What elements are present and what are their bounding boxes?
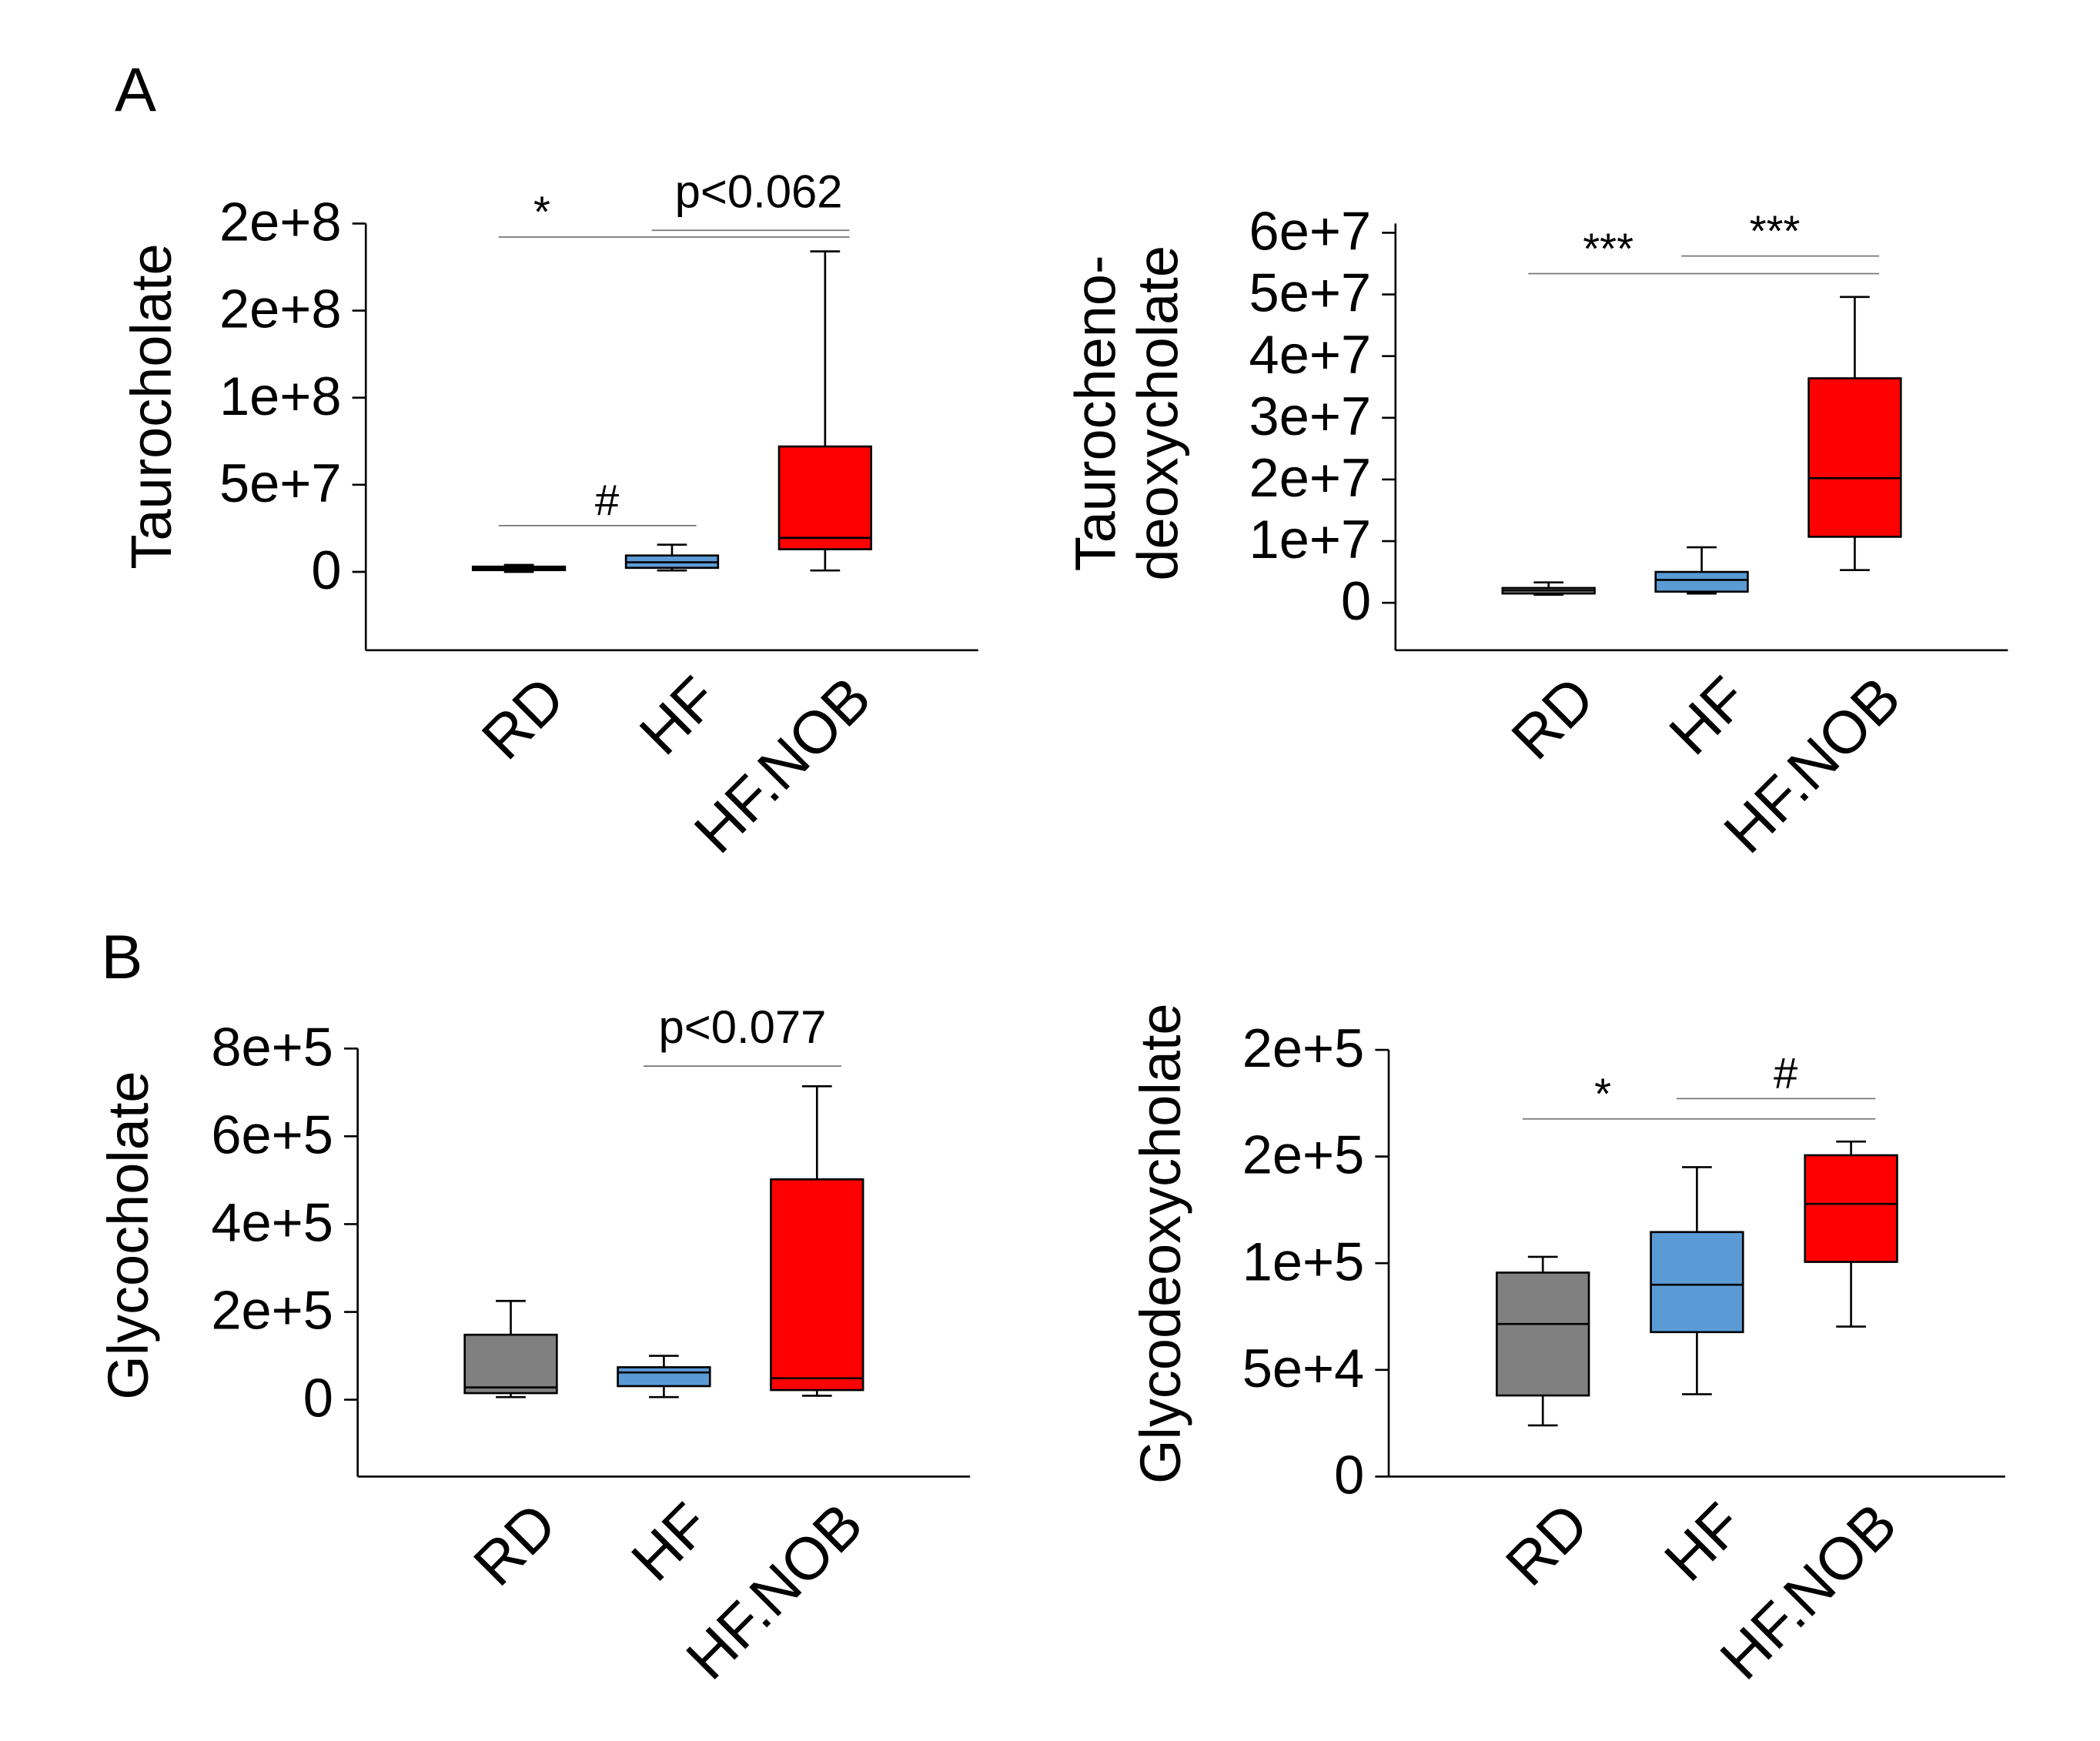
y-axis-label: Glycodeoxycholate — [1129, 1003, 1192, 1483]
significance-label: p<0.077 — [659, 1001, 827, 1053]
x-tick-label: RD — [1500, 664, 1607, 772]
y-axis-label: deoxycholate — [1126, 246, 1190, 581]
box — [1496, 1271, 1590, 1397]
panel-label: A — [115, 56, 156, 125]
y-tick-label: 0 — [1334, 1445, 1364, 1505]
significance-label: # — [1774, 1049, 1798, 1098]
y-tick-label: 5e+7 — [1249, 262, 1372, 323]
significance-label: * — [533, 188, 550, 236]
y-tick-label: 2e+5 — [1242, 1018, 1365, 1078]
x-tick-label: RD — [461, 1491, 569, 1599]
y-tick-label: 4e+7 — [1249, 324, 1372, 385]
significance-label: * — [1594, 1069, 1611, 1118]
significance-label: p<0.062 — [675, 165, 843, 217]
box — [463, 1333, 558, 1395]
y-tick-label: 2e+5 — [211, 1280, 333, 1341]
box — [777, 445, 872, 550]
y-tick-label: 6e+5 — [211, 1104, 333, 1165]
y-axis-label: Taurocheno- — [1064, 255, 1128, 571]
y-tick-label: 8e+5 — [211, 1016, 333, 1077]
panel-label: B — [101, 923, 142, 992]
x-tick-label: HF — [1652, 1491, 1755, 1594]
y-tick-label: 0 — [303, 1368, 333, 1429]
box — [1807, 377, 1902, 538]
significance-label: *** — [1750, 206, 1801, 255]
y-tick-label: 2e+5 — [1242, 1124, 1365, 1185]
y-tick-label: 0 — [1341, 570, 1371, 631]
x-tick-label: RD — [1493, 1491, 1601, 1599]
x-tick-label: HF — [1657, 664, 1761, 767]
y-tick-label: 3e+7 — [1249, 386, 1372, 446]
y-tick-label: 0 — [311, 540, 341, 600]
y-tick-label: 2e+8 — [219, 192, 342, 252]
box — [1804, 1154, 1898, 1263]
y-tick-label: 5e+4 — [1242, 1338, 1365, 1398]
box — [1654, 570, 1749, 593]
y-tick-label: 1e+7 — [1249, 509, 1372, 570]
x-tick-label: RD — [470, 664, 577, 772]
significance-label: # — [595, 476, 620, 525]
box — [1650, 1231, 1744, 1334]
y-axis-label: Taurocholate — [119, 243, 183, 569]
y-tick-label: 1e+8 — [219, 366, 342, 426]
y-axis-label: Glycocholate — [96, 1071, 160, 1400]
y-tick-label: 2e+7 — [1249, 447, 1372, 508]
y-tick-label: 6e+7 — [1249, 201, 1372, 262]
y-tick-label: 1e+5 — [1242, 1231, 1365, 1292]
x-tick-label: HF — [627, 664, 731, 767]
y-tick-label: 2e+8 — [219, 279, 342, 339]
box — [770, 1178, 864, 1392]
y-tick-label: 4e+5 — [211, 1192, 333, 1253]
significance-label: *** — [1583, 224, 1634, 272]
x-tick-label: HF — [619, 1491, 722, 1594]
box — [617, 1366, 711, 1388]
y-tick-label: 5e+7 — [219, 453, 342, 513]
